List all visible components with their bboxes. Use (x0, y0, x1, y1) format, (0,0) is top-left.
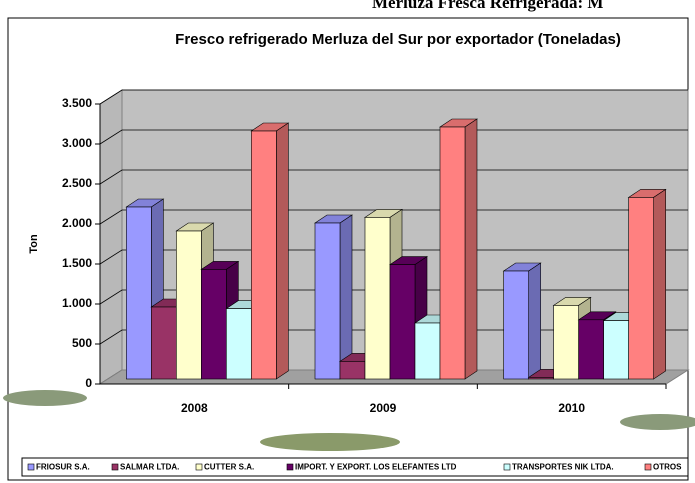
y-tick-label: 1.500 (62, 256, 92, 270)
bar (314, 214, 353, 380)
bar-side (464, 118, 478, 380)
bar (502, 262, 542, 380)
bar-front (364, 217, 391, 380)
side-wall (99, 89, 123, 385)
chart-title: Fresco refrigerado Merluza del Sur por e… (175, 31, 621, 48)
legend-label: TRANSPORTES NIK LTDA. (512, 463, 614, 472)
legend-swatch (195, 463, 203, 471)
bar-front (314, 222, 341, 380)
y-tick-label: 3.500 (62, 96, 92, 110)
y-tick-label: 500 (72, 336, 92, 350)
bar-front (553, 305, 579, 380)
bar-front (251, 130, 277, 380)
y-tick-label: 1.000 (62, 296, 92, 310)
grid-line (99, 169, 688, 185)
y-tick-label: 0 (85, 376, 92, 390)
page-title: Merluza Fresca Refrigerada: M (372, 0, 603, 12)
legend (21, 457, 689, 477)
legend-label: FRIOSUR S.A. (36, 463, 90, 472)
bar-front (339, 361, 366, 380)
legend-swatch (27, 463, 35, 471)
bar-front (151, 306, 177, 380)
grid-line (99, 249, 688, 265)
legend-swatch (644, 463, 652, 471)
y-tick-label: 2.000 (62, 216, 92, 230)
bar-front (389, 264, 416, 380)
legend-label: IMPORT. Y EXPORT. LOS ELEFANTES LTD (295, 463, 457, 472)
grid-line (99, 289, 688, 305)
x-tick-label: 2010 (558, 401, 585, 415)
bar-side (276, 122, 289, 380)
grid-line (99, 89, 688, 105)
bar (250, 122, 290, 380)
bar (439, 118, 478, 380)
x-tick-label: 2009 (370, 401, 397, 415)
bar (627, 188, 667, 380)
bar-front (603, 320, 629, 380)
bar-side (528, 262, 541, 380)
y-tick-label: 3.000 (62, 136, 92, 150)
bar-front (201, 269, 227, 380)
bar-front (414, 322, 441, 380)
legend-label: OTROS (653, 463, 682, 472)
bar-front (578, 319, 604, 380)
legend-label: CUTTER S.A. (204, 463, 254, 472)
bar-front (126, 206, 152, 380)
grid-line (99, 209, 688, 225)
legend-label: SALMAR LTDA. (120, 463, 179, 472)
legend-swatch (111, 463, 119, 471)
bar-front (439, 126, 466, 380)
legend-swatch (286, 463, 294, 471)
legend-swatch (503, 463, 511, 471)
bar-front (176, 230, 202, 380)
bar-front (226, 308, 252, 380)
grid-line (99, 329, 688, 345)
fish-decoration (3, 390, 695, 451)
x-tick-label: 2008 (181, 401, 208, 415)
bar-front (528, 377, 554, 380)
y-tick-label: 2.500 (62, 176, 92, 190)
grid-line (99, 129, 688, 145)
bar-front (628, 197, 654, 380)
y-axis-label: Ton (28, 234, 40, 254)
bar-front (503, 270, 529, 380)
bar-side (653, 188, 666, 380)
